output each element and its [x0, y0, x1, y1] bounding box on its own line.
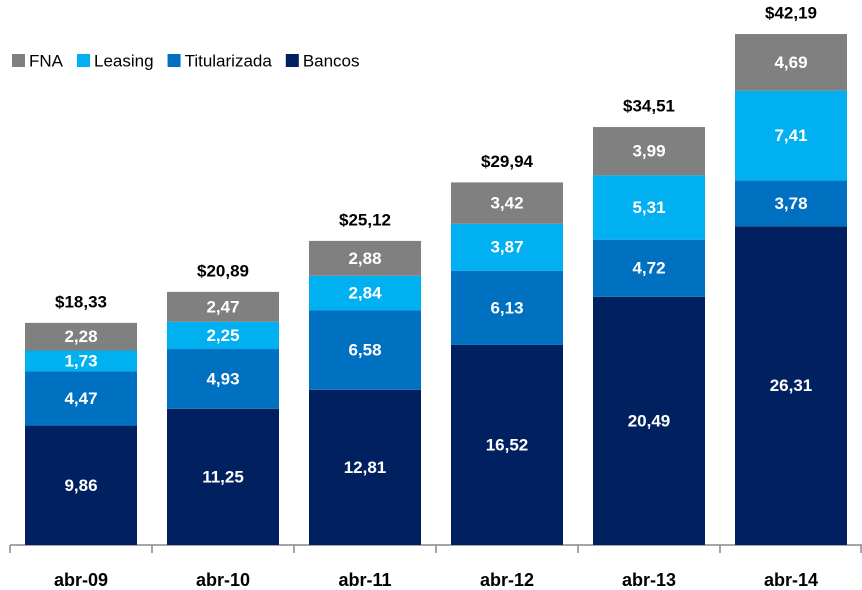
data-label: 4,93 [206, 369, 239, 388]
data-label: 16,52 [486, 435, 529, 454]
data-label: 2,47 [206, 297, 239, 316]
bar-segment [167, 349, 279, 409]
bar-segment [25, 322, 137, 351]
x-tick-label: abr-13 [622, 570, 676, 590]
legend-label: Titularizada [185, 51, 273, 70]
data-label: 4,69 [774, 53, 807, 72]
legend-swatch [77, 54, 90, 67]
bar-segment [451, 270, 563, 345]
data-label: 1,73 [64, 351, 97, 370]
bar-segment [25, 350, 137, 372]
bar-segment [593, 175, 705, 240]
data-label: 12,81 [344, 458, 387, 477]
x-tick-label: abr-12 [480, 570, 534, 590]
bar-segment [309, 389, 421, 545]
bar-segment [167, 408, 279, 545]
bar-segment [451, 344, 563, 545]
data-label: 9,86 [64, 476, 97, 495]
total-label: $29,94 [481, 152, 534, 171]
bar-segment [167, 321, 279, 350]
total-label: $25,12 [339, 210, 391, 229]
bar-segment [451, 223, 563, 271]
data-label: 7,41 [774, 126, 807, 145]
total-label: $20,89 [197, 261, 249, 280]
legend-swatch [167, 54, 181, 67]
data-label: 4,47 [64, 389, 97, 408]
legend-swatch [285, 54, 299, 67]
bar-segment [735, 90, 847, 181]
legend-label: Leasing [94, 51, 154, 70]
data-label: 2,25 [206, 326, 239, 345]
x-tick-label: abr-14 [764, 570, 818, 590]
legend-label: FNA [29, 51, 64, 70]
bar-segment [735, 180, 847, 227]
x-tick-label: abr-11 [338, 570, 391, 590]
data-label: 26,31 [770, 376, 813, 395]
bar-segment [735, 34, 847, 91]
x-tick-label: abr-10 [196, 570, 250, 590]
data-label: 3,78 [774, 194, 807, 213]
data-label: 4,72 [632, 259, 665, 278]
data-label: 6,13 [490, 298, 523, 317]
data-label: 6,58 [348, 340, 381, 359]
data-label: 11,25 [202, 467, 244, 486]
total-label: $18,33 [55, 292, 107, 311]
data-label: 20,49 [628, 411, 671, 430]
legend-label: Bancos [303, 51, 360, 70]
bar-segment [593, 239, 705, 297]
x-tick-label: abr-09 [54, 570, 108, 590]
bar-segment [309, 310, 421, 390]
total-label: $34,51 [623, 97, 675, 116]
bar-segment [167, 291, 279, 322]
bar-segment [593, 296, 705, 545]
bar-segment [25, 371, 137, 426]
legend-swatch [12, 54, 25, 67]
bar-segment [25, 425, 137, 545]
data-label: 3,87 [490, 238, 523, 257]
bar-segment [451, 182, 563, 224]
bar-segment [735, 226, 847, 545]
data-label: 5,31 [632, 198, 665, 217]
data-label: 2,88 [348, 249, 381, 268]
data-label: 3,42 [490, 194, 523, 213]
total-label: $42,19 [765, 4, 817, 23]
bar-segment [309, 275, 421, 311]
bar-segment [593, 127, 705, 176]
bar-segment [309, 240, 421, 276]
data-label: 3,99 [632, 142, 665, 161]
data-label: 2,28 [64, 327, 97, 346]
data-label: 2,84 [348, 283, 382, 302]
